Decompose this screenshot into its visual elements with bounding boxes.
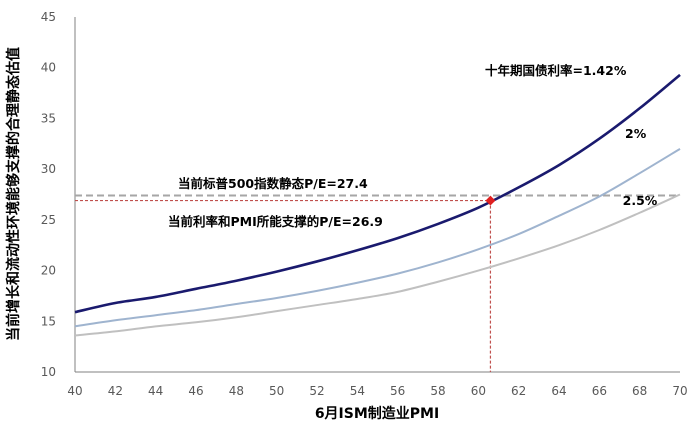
y-tick-label: 10 bbox=[41, 365, 56, 379]
x-tick-label: 70 bbox=[672, 384, 687, 398]
y-tick-label: 20 bbox=[41, 264, 56, 278]
x-tick-label: 40 bbox=[67, 384, 82, 398]
series-line-2 bbox=[74, 193, 681, 337]
y-tick-label: 40 bbox=[41, 61, 56, 75]
y-tick-label: 25 bbox=[41, 213, 56, 227]
series-label-1.42: 十年期国债利率=1.42% bbox=[485, 63, 627, 78]
series-line-1 bbox=[74, 148, 681, 328]
y-tick-label: 45 bbox=[41, 10, 56, 24]
x-tick-label: 56 bbox=[390, 384, 405, 398]
reference-label-pe-26.9: 当前利率和PMI所能支撑的P/E=26.9 bbox=[168, 214, 383, 229]
x-tick-label: 64 bbox=[551, 384, 566, 398]
x-tick-label: 66 bbox=[592, 384, 607, 398]
x-tick-label: 62 bbox=[511, 384, 526, 398]
x-tick-label: 50 bbox=[269, 384, 284, 398]
reference-lines bbox=[75, 194, 680, 372]
y-tick-label: 15 bbox=[41, 314, 56, 328]
x-tick-label: 52 bbox=[309, 384, 324, 398]
x-tick-label: 48 bbox=[229, 384, 244, 398]
plot-area bbox=[74, 17, 680, 373]
series-label-2: 2% bbox=[625, 126, 647, 141]
x-tick-label: 60 bbox=[471, 384, 486, 398]
current-point bbox=[485, 195, 496, 206]
y-tick-labels: 10 15 20 25 30 35 40 45 bbox=[41, 10, 56, 379]
current-point-marker bbox=[485, 195, 496, 206]
x-tick-label: 42 bbox=[108, 384, 123, 398]
series-line-0 bbox=[74, 73, 681, 314]
x-tick-label: 58 bbox=[430, 384, 445, 398]
y-axis-label: 当前增长和流动性环境能够支撑的合理静态估值 bbox=[5, 47, 22, 341]
x-tick-label: 68 bbox=[632, 384, 647, 398]
x-tick-label: 44 bbox=[148, 384, 163, 398]
y-tick-label: 35 bbox=[41, 111, 56, 125]
x-tick-label: 54 bbox=[350, 384, 365, 398]
x-tick-labels: 40 42 44 46 48 50 52 54 56 58 60 62 64 66 68 70 bbox=[67, 384, 687, 398]
reference-label-pe-27.4: 当前标普500指数静态P/E=27.4 bbox=[178, 176, 368, 191]
series-label-2.5: 2.5% bbox=[623, 193, 658, 208]
series-lines bbox=[74, 73, 681, 337]
x-axis-label: 6月ISM制造业PMI bbox=[315, 405, 439, 422]
y-tick-label: 30 bbox=[41, 162, 56, 176]
x-tick-label: 46 bbox=[188, 384, 203, 398]
